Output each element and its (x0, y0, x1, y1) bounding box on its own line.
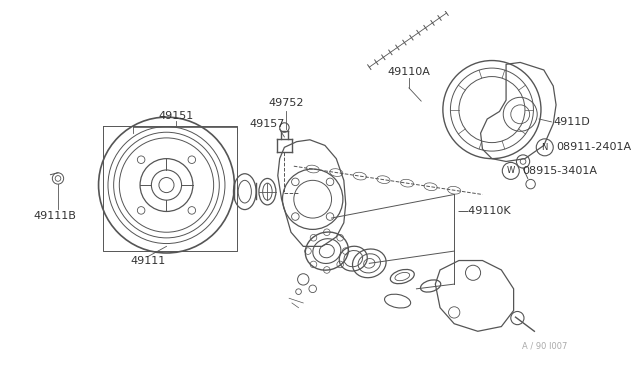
Text: N: N (541, 143, 548, 152)
Text: 49752: 49752 (269, 98, 304, 108)
Text: 08911-2401A: 08911-2401A (556, 142, 631, 152)
Text: 4911D: 4911D (553, 117, 590, 127)
Text: 49110A: 49110A (387, 67, 430, 77)
Text: A / 90 I007: A / 90 I007 (522, 341, 568, 350)
Text: —49110K: —49110K (457, 206, 511, 217)
Text: 49157: 49157 (250, 119, 285, 129)
Text: 49111: 49111 (130, 256, 165, 266)
Text: 08915-3401A: 08915-3401A (522, 166, 597, 176)
Text: 49151: 49151 (158, 111, 193, 121)
Text: W: W (507, 166, 515, 176)
Text: 49111B: 49111B (34, 211, 77, 221)
